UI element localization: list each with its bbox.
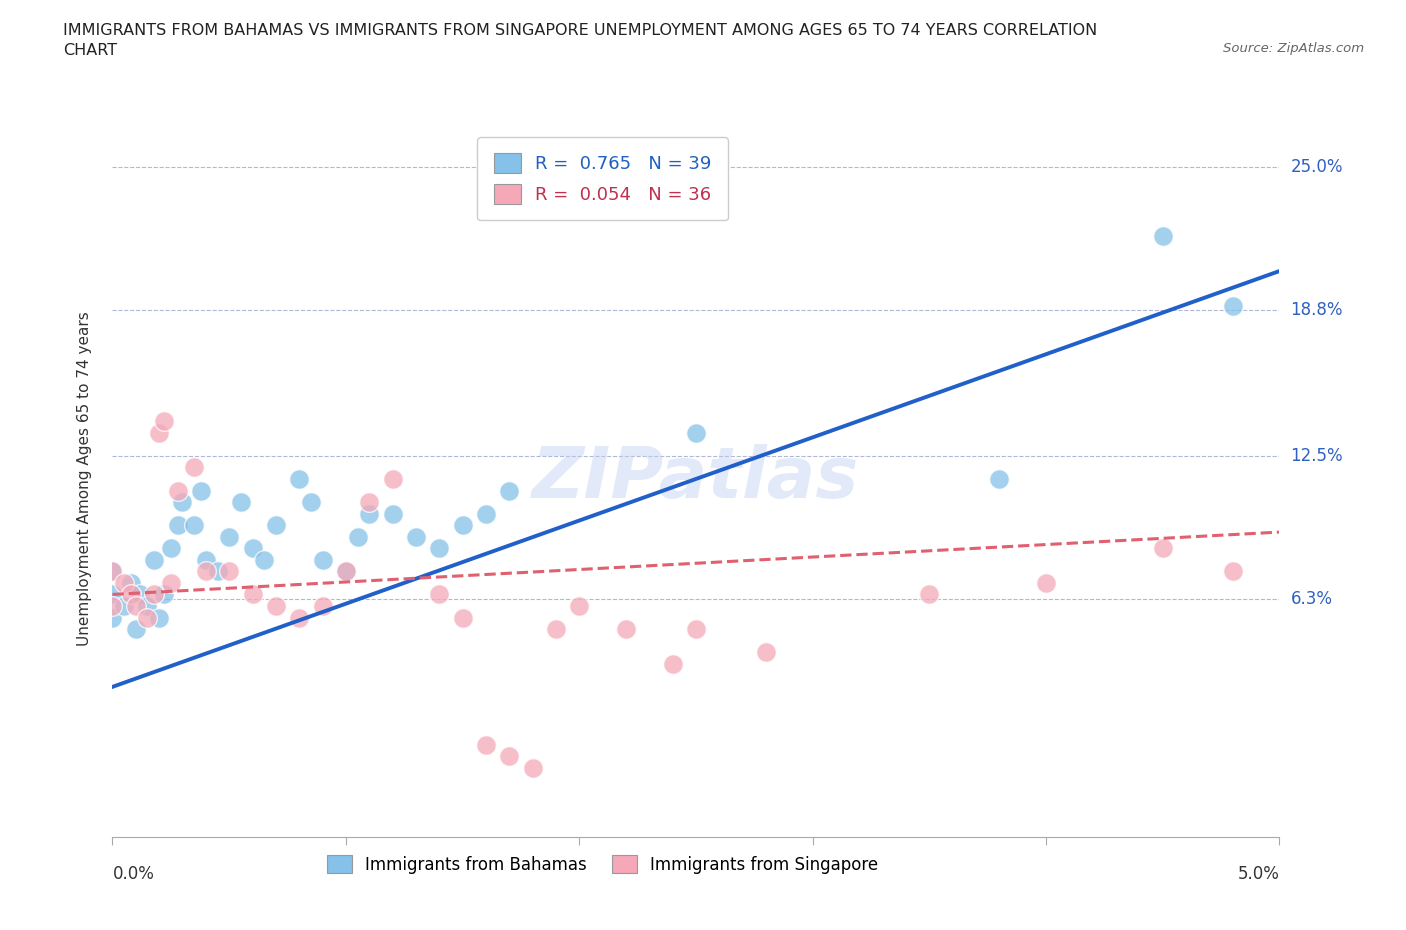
Point xyxy=(264,518,287,533)
Point xyxy=(1035,576,1057,591)
Point xyxy=(112,599,135,614)
Point xyxy=(136,610,159,625)
Point xyxy=(359,506,381,521)
Point xyxy=(311,599,333,614)
Point xyxy=(101,564,124,578)
Point xyxy=(101,587,124,602)
Point xyxy=(207,564,229,578)
Point xyxy=(148,425,170,440)
Text: IMMIGRANTS FROM BAHAMAS VS IMMIGRANTS FROM SINGAPORE UNEMPLOYMENT AMONG AGES 65 : IMMIGRANTS FROM BAHAMAS VS IMMIGRANTS FR… xyxy=(63,23,1098,58)
Point xyxy=(381,506,404,521)
Point xyxy=(1152,541,1174,556)
Point xyxy=(1152,229,1174,244)
Point xyxy=(755,644,778,659)
Point xyxy=(160,541,183,556)
Point xyxy=(125,621,148,636)
Point xyxy=(120,576,142,591)
Point xyxy=(148,610,170,625)
Point xyxy=(475,737,498,752)
Point xyxy=(264,599,287,614)
Text: 12.5%: 12.5% xyxy=(1291,446,1343,465)
Point xyxy=(125,599,148,614)
Point xyxy=(218,529,240,544)
Point xyxy=(661,657,683,671)
Point xyxy=(194,564,217,578)
Point xyxy=(288,610,311,625)
Point xyxy=(522,760,544,775)
Point xyxy=(498,749,520,764)
Point xyxy=(101,599,124,614)
Text: 25.0%: 25.0% xyxy=(1291,158,1343,176)
Text: ZIPatlas: ZIPatlas xyxy=(533,445,859,513)
Point xyxy=(1222,299,1244,313)
Point xyxy=(242,541,264,556)
Point xyxy=(1222,564,1244,578)
Point xyxy=(685,425,707,440)
Point xyxy=(112,576,135,591)
Text: 6.3%: 6.3% xyxy=(1291,590,1333,608)
Point xyxy=(253,552,276,567)
Point xyxy=(166,518,188,533)
Point xyxy=(346,529,368,544)
Point xyxy=(183,518,205,533)
Text: 0.0%: 0.0% xyxy=(112,865,155,883)
Point xyxy=(544,621,567,636)
Point xyxy=(136,599,159,614)
Point xyxy=(405,529,427,544)
Point xyxy=(335,564,357,578)
Point xyxy=(427,587,450,602)
Text: 5.0%: 5.0% xyxy=(1237,865,1279,883)
Point xyxy=(685,621,707,636)
Point xyxy=(988,472,1011,486)
Point xyxy=(120,587,142,602)
Point xyxy=(475,506,498,521)
Point xyxy=(568,599,591,614)
Point xyxy=(335,564,357,578)
Point xyxy=(143,587,166,602)
Point xyxy=(918,587,941,602)
Y-axis label: Unemployment Among Ages 65 to 74 years: Unemployment Among Ages 65 to 74 years xyxy=(77,312,91,646)
Legend: Immigrants from Bahamas, Immigrants from Singapore: Immigrants from Bahamas, Immigrants from… xyxy=(321,848,884,880)
Point xyxy=(101,610,124,625)
Point xyxy=(427,541,450,556)
Point xyxy=(451,610,474,625)
Point xyxy=(101,564,124,578)
Point xyxy=(218,564,240,578)
Point xyxy=(153,414,176,429)
Point xyxy=(190,483,212,498)
Point xyxy=(172,495,194,510)
Point xyxy=(153,587,176,602)
Point xyxy=(359,495,381,510)
Text: Source: ZipAtlas.com: Source: ZipAtlas.com xyxy=(1223,42,1364,55)
Point xyxy=(288,472,311,486)
Point xyxy=(498,483,520,498)
Point xyxy=(242,587,264,602)
Text: 18.8%: 18.8% xyxy=(1291,301,1343,319)
Point xyxy=(129,587,152,602)
Point xyxy=(166,483,188,498)
Point xyxy=(194,552,217,567)
Point xyxy=(229,495,252,510)
Point xyxy=(160,576,183,591)
Point xyxy=(183,460,205,475)
Point xyxy=(299,495,322,510)
Point xyxy=(381,472,404,486)
Point xyxy=(311,552,333,567)
Point xyxy=(614,621,637,636)
Point xyxy=(143,552,166,567)
Point xyxy=(451,518,474,533)
